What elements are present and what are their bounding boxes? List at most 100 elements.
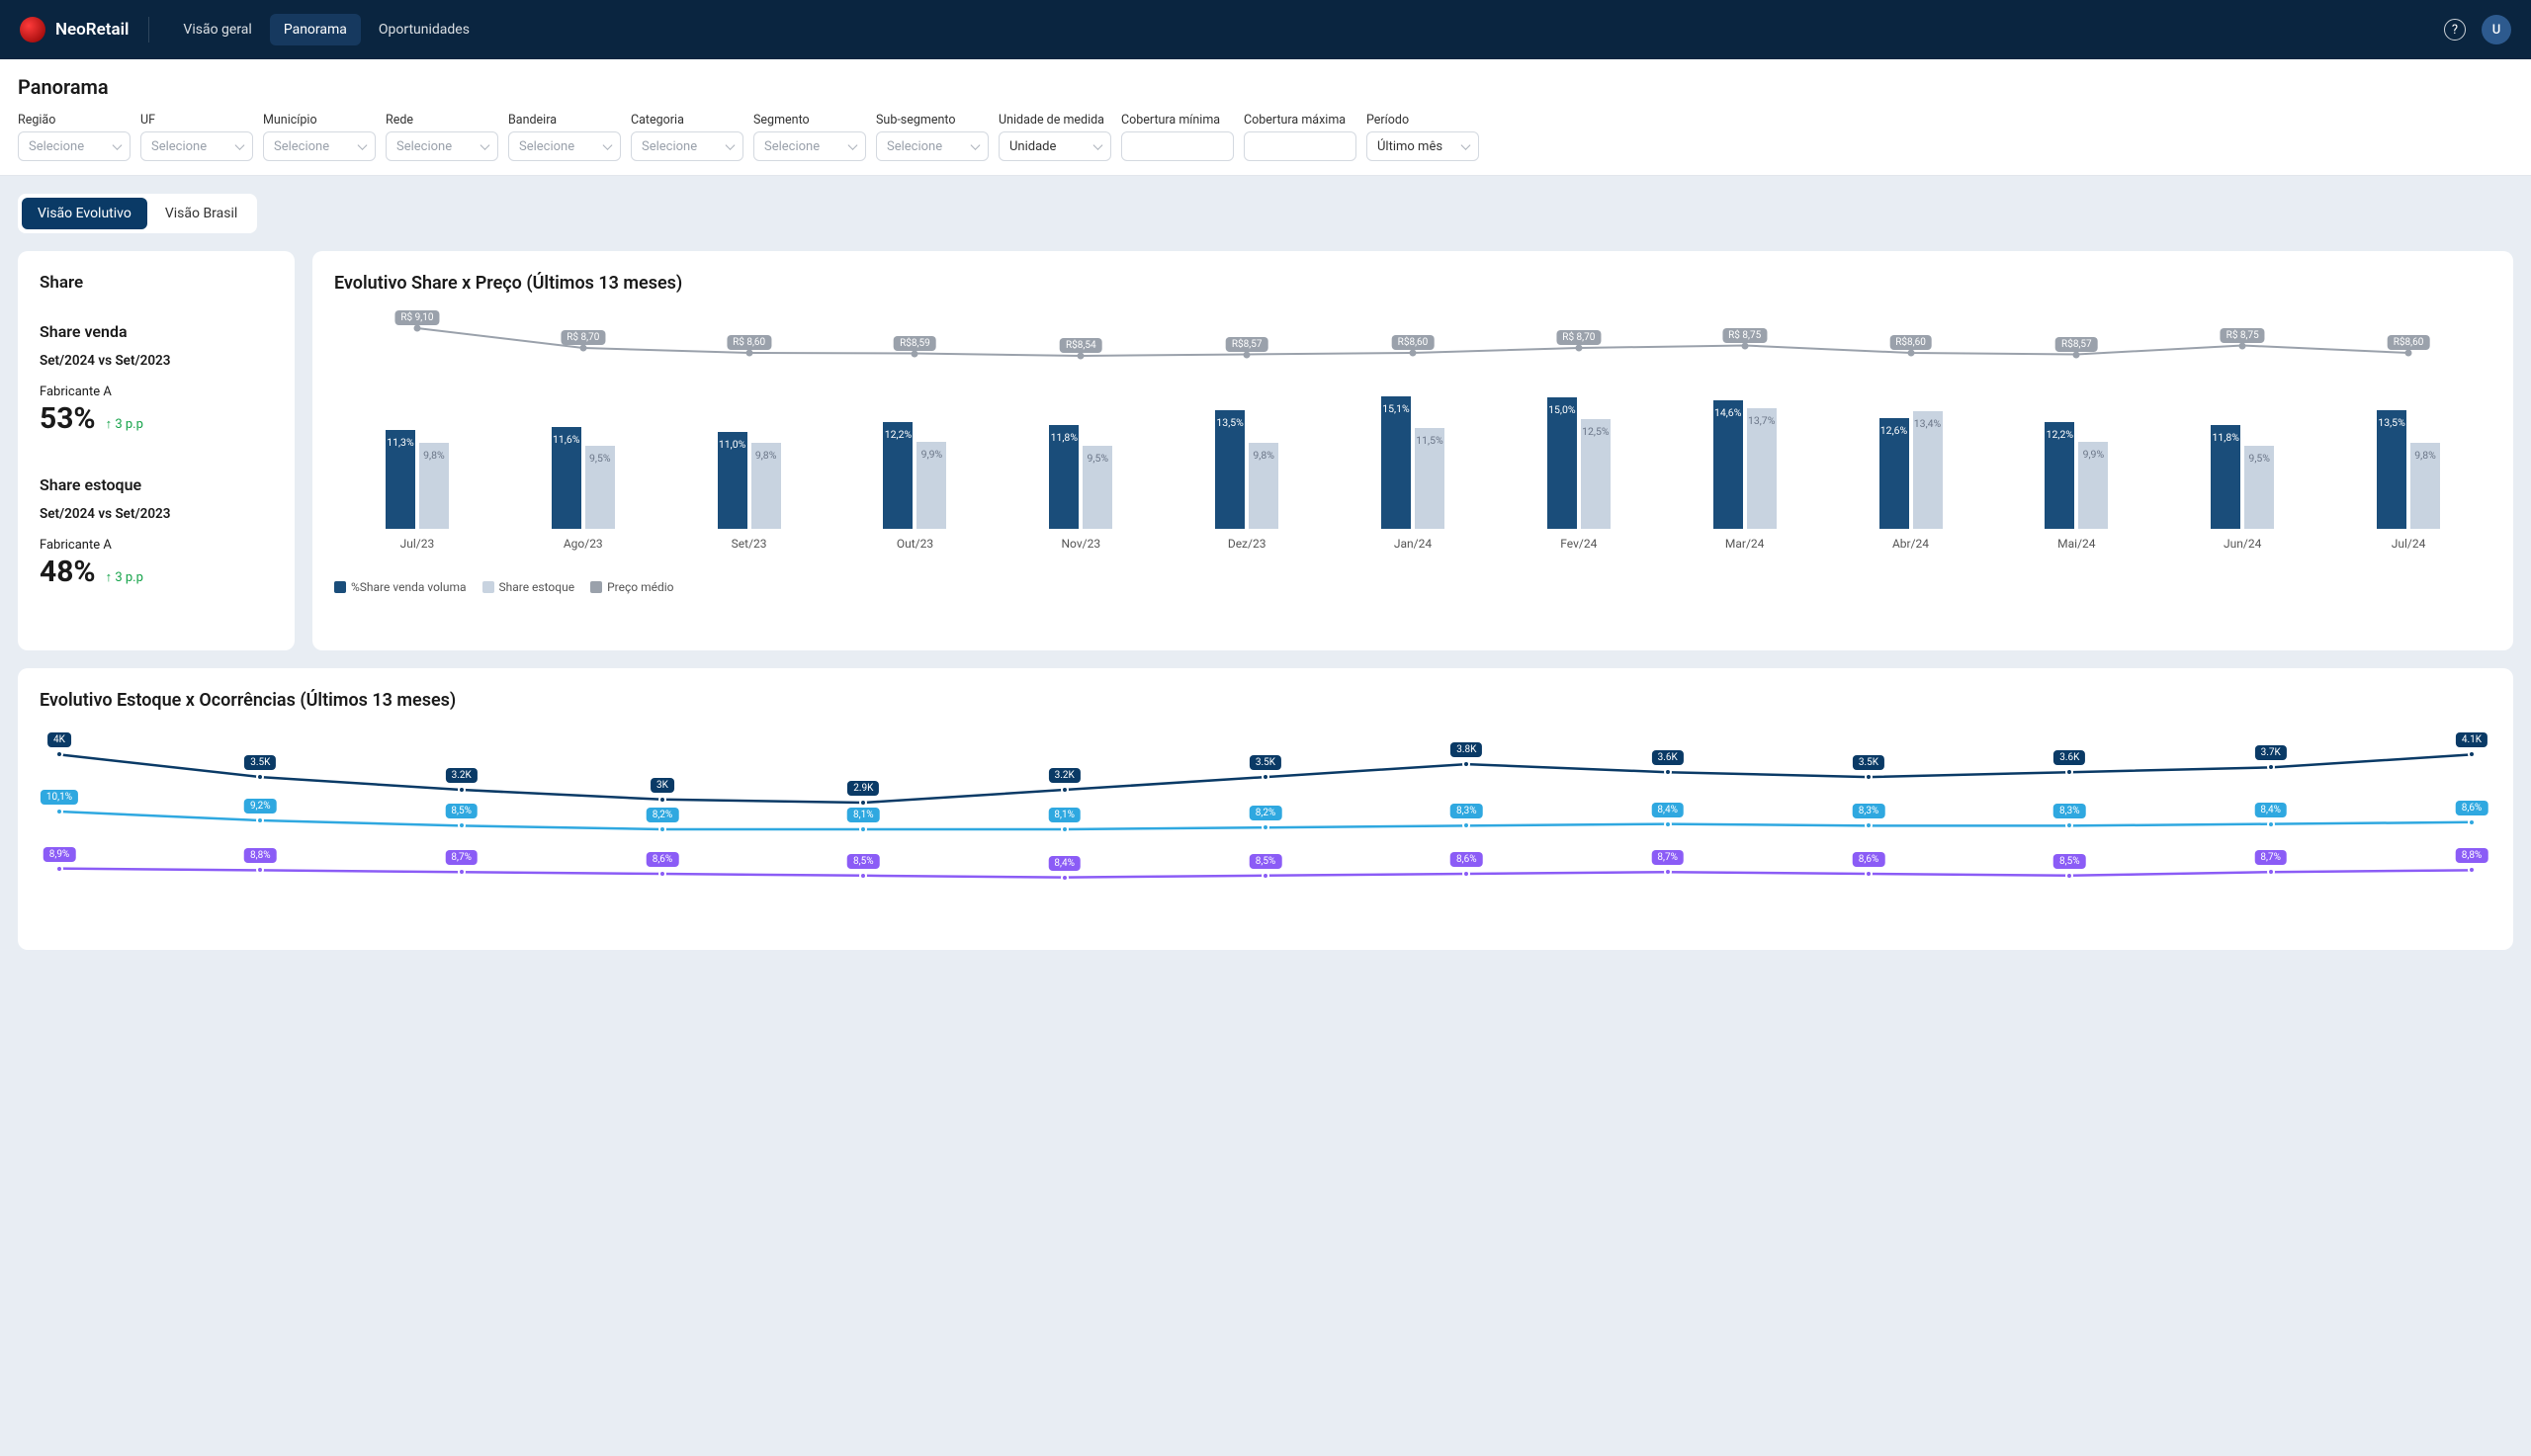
top-navbar: NeoRetail Visão geralPanoramaOportunidad…	[0, 0, 2531, 59]
bar-venda: 13,5%	[1215, 410, 1245, 529]
legend-item: %Share venda voluma	[334, 580, 467, 594]
main-nav: Visão geralPanoramaOportunidades	[169, 14, 483, 45]
bar-venda: 12,6%	[1879, 418, 1909, 529]
help-icon[interactable]: ?	[2444, 19, 2466, 41]
line-point	[458, 786, 466, 794]
share-delta: 3 p.p	[106, 416, 143, 432]
price-point	[413, 325, 420, 332]
bar-estoque: 9,5%	[1083, 446, 1112, 529]
filter-segmento[interactable]: Selecione	[753, 131, 866, 161]
line-value-label: 8,4%	[2254, 803, 2287, 817]
line-point	[458, 821, 466, 829]
nav-item-visão-geral[interactable]: Visão geral	[169, 14, 265, 45]
bar-venda: 15,0%	[1547, 397, 1577, 529]
line-value-label: 8,4%	[1048, 856, 1081, 871]
filter-categoria[interactable]: Selecione	[631, 131, 743, 161]
line-value-label: 3.8K	[1450, 742, 1482, 757]
brand-name: NeoRetail	[55, 20, 129, 40]
filter-label: Região	[18, 113, 131, 128]
line-point	[1865, 821, 1873, 829]
line-point	[2065, 872, 2073, 880]
line-value-label: 8,9%	[44, 847, 76, 862]
share-block: Share estoqueSet/2024 vs Set/2023Fabrica…	[40, 475, 273, 589]
month-column: 11,0%9,8%Set/23R$ 8,60	[666, 313, 832, 529]
filter-regi-o[interactable]: Selecione	[18, 131, 131, 161]
filter-unidade-de-medida[interactable]: Unidade	[999, 131, 1111, 161]
line-value-label: 10,1%	[41, 790, 78, 805]
line-point	[1664, 820, 1672, 828]
brand-block: NeoRetail	[20, 17, 149, 43]
line-value-label: 3.2K	[1049, 768, 1081, 783]
bar-estoque: 9,8%	[2410, 443, 2440, 529]
price-label: R$8,60	[1889, 335, 1932, 350]
share-period: Set/2024 vs Set/2023	[40, 353, 273, 369]
bar-venda: 13,5%	[2377, 410, 2406, 529]
filter-label: Município	[263, 113, 376, 128]
line-point	[658, 825, 666, 833]
filter-rede[interactable]: Selecione	[386, 131, 498, 161]
month-column: 13,5%9,8%Jul/24R$8,60	[2325, 313, 2491, 529]
line-point	[2468, 818, 2476, 826]
line-point	[256, 816, 264, 824]
month-label: Dez/23	[1228, 537, 1266, 551]
filter-munic-pio[interactable]: Selecione	[263, 131, 376, 161]
share-block-title: Share venda	[40, 322, 273, 341]
line-value-label: 3.2K	[446, 768, 478, 783]
price-point	[2239, 342, 2246, 349]
line-value-label: 2.9K	[847, 781, 879, 796]
user-avatar[interactable]: U	[2482, 15, 2511, 44]
price-point	[2073, 351, 2080, 358]
price-label: R$ 8,70	[1556, 330, 1601, 345]
filter-cobertura-m-xima[interactable]	[1244, 131, 1356, 161]
share-block-title: Share estoque	[40, 475, 273, 494]
filter-label: Período	[1366, 113, 1479, 128]
line-point	[859, 872, 867, 880]
line-value-label: 3.5K	[1853, 755, 1884, 770]
chart-title: Evolutivo Estoque x Ocorrências (Últimos…	[40, 690, 2491, 711]
filter-cobertura-m-nima[interactable]	[1121, 131, 1234, 161]
line-value-label: 8,8%	[2456, 848, 2488, 863]
nav-item-oportunidades[interactable]: Oportunidades	[365, 14, 483, 45]
bar-venda: 15,1%	[1381, 396, 1411, 529]
filter-label: Unidade de medida	[999, 113, 1111, 128]
share-value: 48%	[40, 555, 96, 589]
line-value-label: 8,2%	[647, 808, 679, 822]
month-column: 13,5%9,8%Dez/23R$8,57	[1164, 313, 1330, 529]
price-point	[579, 345, 586, 352]
nav-item-panorama[interactable]: Panorama	[270, 14, 361, 45]
page-title: Panorama	[18, 75, 2513, 99]
filter-label: Rede	[386, 113, 498, 128]
line-point	[2065, 821, 2073, 829]
month-label: Jun/24	[2224, 537, 2261, 551]
page-content: Visão EvolutivoVisão Brasil Share Share …	[0, 176, 2531, 968]
line-point	[1664, 868, 1672, 876]
month-label: Mar/24	[1725, 537, 1765, 551]
line-point	[658, 796, 666, 804]
bar-venda: 11,0%	[718, 432, 747, 529]
chart-title: Evolutivo Share x Preço (Últimos 13 mese…	[334, 273, 2491, 294]
filter-sub-segmento[interactable]: Selecione	[876, 131, 989, 161]
filter-uf[interactable]: Selecione	[140, 131, 253, 161]
price-point	[1409, 350, 1416, 357]
filter-label: UF	[140, 113, 253, 128]
share-price-chart-card: Evolutivo Share x Preço (Últimos 13 mese…	[312, 251, 2513, 650]
line-value-label: 3K	[651, 778, 674, 793]
line-point	[1061, 874, 1069, 882]
view-toggle-visão-brasil[interactable]: Visão Brasil	[149, 198, 253, 229]
line-point	[256, 773, 264, 781]
price-label: R$ 8,70	[561, 330, 605, 345]
filter-bandeira[interactable]: Selecione	[508, 131, 621, 161]
filter-per-odo[interactable]: Último mês	[1366, 131, 1479, 161]
bar-venda: 11,8%	[2211, 425, 2240, 529]
share-card-title: Share	[40, 273, 273, 293]
line-point	[55, 865, 63, 873]
line-value-label: 4K	[47, 732, 71, 747]
legend-item: Preço médio	[590, 580, 673, 594]
month-label: Nov/23	[1062, 537, 1101, 551]
month-label: Set/23	[732, 537, 767, 551]
line-point	[2267, 820, 2275, 828]
filter-row: Região Selecione UF Selecione Município Selec…	[18, 113, 2513, 161]
line-point	[1262, 773, 1269, 781]
view-toggle-visão-evolutivo[interactable]: Visão Evolutivo	[22, 198, 147, 229]
view-toggle: Visão EvolutivoVisão Brasil	[18, 194, 257, 233]
